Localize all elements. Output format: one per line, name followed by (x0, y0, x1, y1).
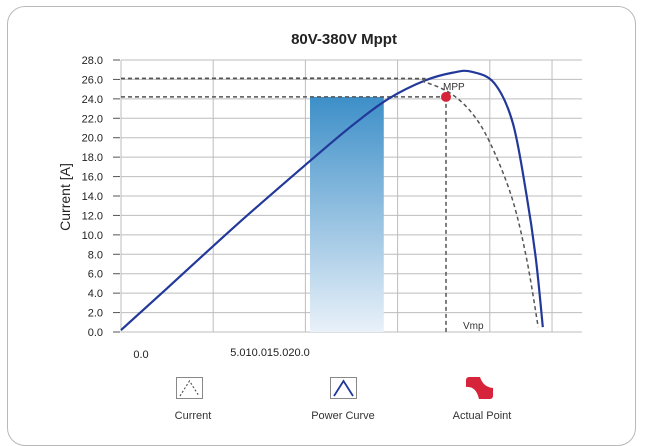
y-tick-label-0: 0.0 (88, 327, 103, 339)
series-current (120, 77, 539, 328)
series-power-curve (120, 69, 544, 331)
legend-label-actual-point: Actual Point (452, 410, 512, 422)
y-tick-label-3: 6.0 (88, 269, 103, 281)
y-tick-label-13: 26.0 (82, 74, 103, 86)
shaded-band-group (310, 96, 384, 333)
chart-title: 80V-380V Mppt (291, 31, 397, 48)
y-ticks: 0.0 2.0 4.0 6.0 8.0 10.0 12.0 14.0 16.0 18.0 20.0 2… (82, 55, 120, 339)
y-tick-label-1: 2.0 (88, 308, 103, 320)
y-tick-label-7: 14.0 (82, 191, 103, 203)
vmp-label: Vmp (463, 321, 484, 332)
legend-label-power-curve: Power Curve (311, 410, 375, 422)
y-tick-label-2: 4.0 (88, 288, 103, 300)
y-tick-label-4: 8.0 (88, 249, 103, 261)
y-tick-label-8: 16.0 (82, 172, 103, 184)
legend-label-current: Current (174, 410, 212, 422)
y-tick-label-12: 22.0 (82, 113, 103, 125)
solid-triangle-icon (330, 377, 357, 399)
mpp-point (441, 91, 452, 102)
y-tick-label-9: 18.0 (82, 152, 103, 164)
y-tick-label-14: 28.0 (82, 55, 103, 67)
dashed-triangle-icon (176, 377, 203, 399)
y-tick-label-10: 20.0 (82, 133, 103, 145)
shaded-band (310, 96, 384, 333)
y-tick-label-11: 24.0 (82, 94, 103, 106)
x-tick-label-0: 0.0 (133, 349, 148, 361)
chart-svg: 80V-380V Mppt Current [A] 0.0 2.0 4.0 6.0 8.… (57, 31, 582, 361)
x-tick-label-group: 5.010.015.020.0 (230, 347, 310, 359)
y-tick-label-6: 12.0 (82, 210, 103, 222)
red-point-icon (466, 377, 493, 399)
y-axis-label: Current [A] (57, 163, 73, 231)
y-tick-label-5: 10.0 (82, 230, 103, 242)
mpp-label: MPP (443, 82, 465, 93)
series-group: MPP Vmp (120, 69, 544, 332)
